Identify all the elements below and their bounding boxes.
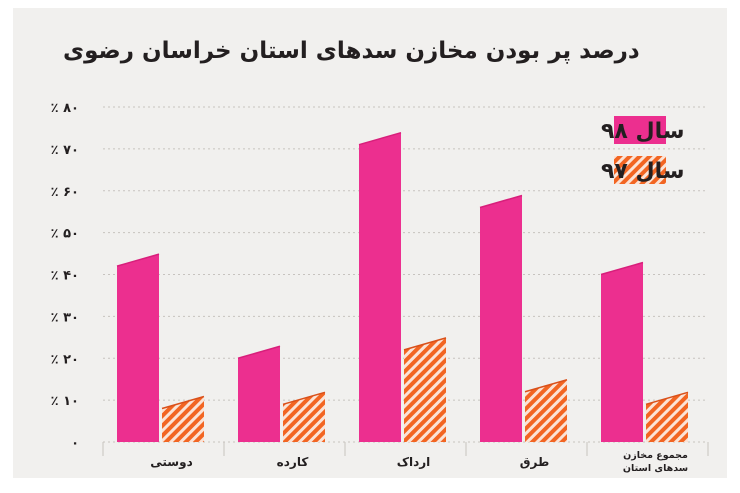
bar-series-97-top-edge [161,395,205,410]
bar-series-98-top-edge [479,194,523,209]
x-category-label: دوستی [150,455,192,470]
y-tick-label: ٪ ۵۰ [51,227,79,242]
bar-series-98 [601,262,643,442]
legend-swatch [614,116,666,144]
bar-series-97 [283,392,325,442]
y-tick-label: ٪ ۱۰ [51,394,79,409]
y-tick-label: ٪ ۶۰ [51,185,79,200]
bar-series-98 [117,254,159,442]
bar-series-97 [646,392,688,442]
legend-label: سال ۹۸ [601,119,685,144]
y-tick-label: ٪ ۷۰ [51,143,79,158]
x-category-label: طرق [520,455,550,469]
bar-series-97 [162,396,204,442]
bar-series-97 [404,337,446,442]
bar-series-97-top-edge [524,379,568,393]
bar-series-98 [238,346,280,442]
legend-label: سال ۹۷ [601,159,685,184]
bar-series-98 [359,132,401,442]
bar-chart: ٪ ۸۰ ٪ ۷۰ ٪ ۶۰ ٪ ۵۰ ٪ ۴۰ ٪ ۳۰ ٪ ۲۰ ٪ ۱۰ ۰ دوستی کا… [51,101,709,474]
bar-series-98 [480,195,522,442]
bar-series-97 [525,379,567,442]
x-category-label: سدهای استان [623,463,688,474]
bar-series-97-top-edge [403,337,447,351]
bar-series-98-top-edge [116,253,160,267]
bar-series-97-top-edge [282,391,326,406]
y-tick-label: ٪ ۸۰ [51,101,79,116]
bar-series-97-top-edge [645,391,689,406]
bar-series-98-top-edge [358,131,402,146]
bar-series-98-top-edge [600,261,644,276]
x-category-label: کارده [277,455,309,469]
legend-swatch [614,156,666,184]
y-tick-label: ٪ ۴۰ [51,269,79,284]
chart-title: درصد پر بودن مخازن سدهای استان خراسان رض… [63,38,640,64]
bar-series-98-top-edge [237,345,281,359]
y-tick-label: ٪ ۳۰ [51,310,79,325]
y-tick-label: ٪ ۲۰ [51,352,79,367]
x-category-label: ارداک [397,455,431,469]
x-category-label: مجموع مخازن [623,450,688,461]
y-tick-label: ۰ [71,436,79,451]
chart-frame: درصد پر بودن مخازن سدهای استان خراسان رض… [13,8,727,478]
